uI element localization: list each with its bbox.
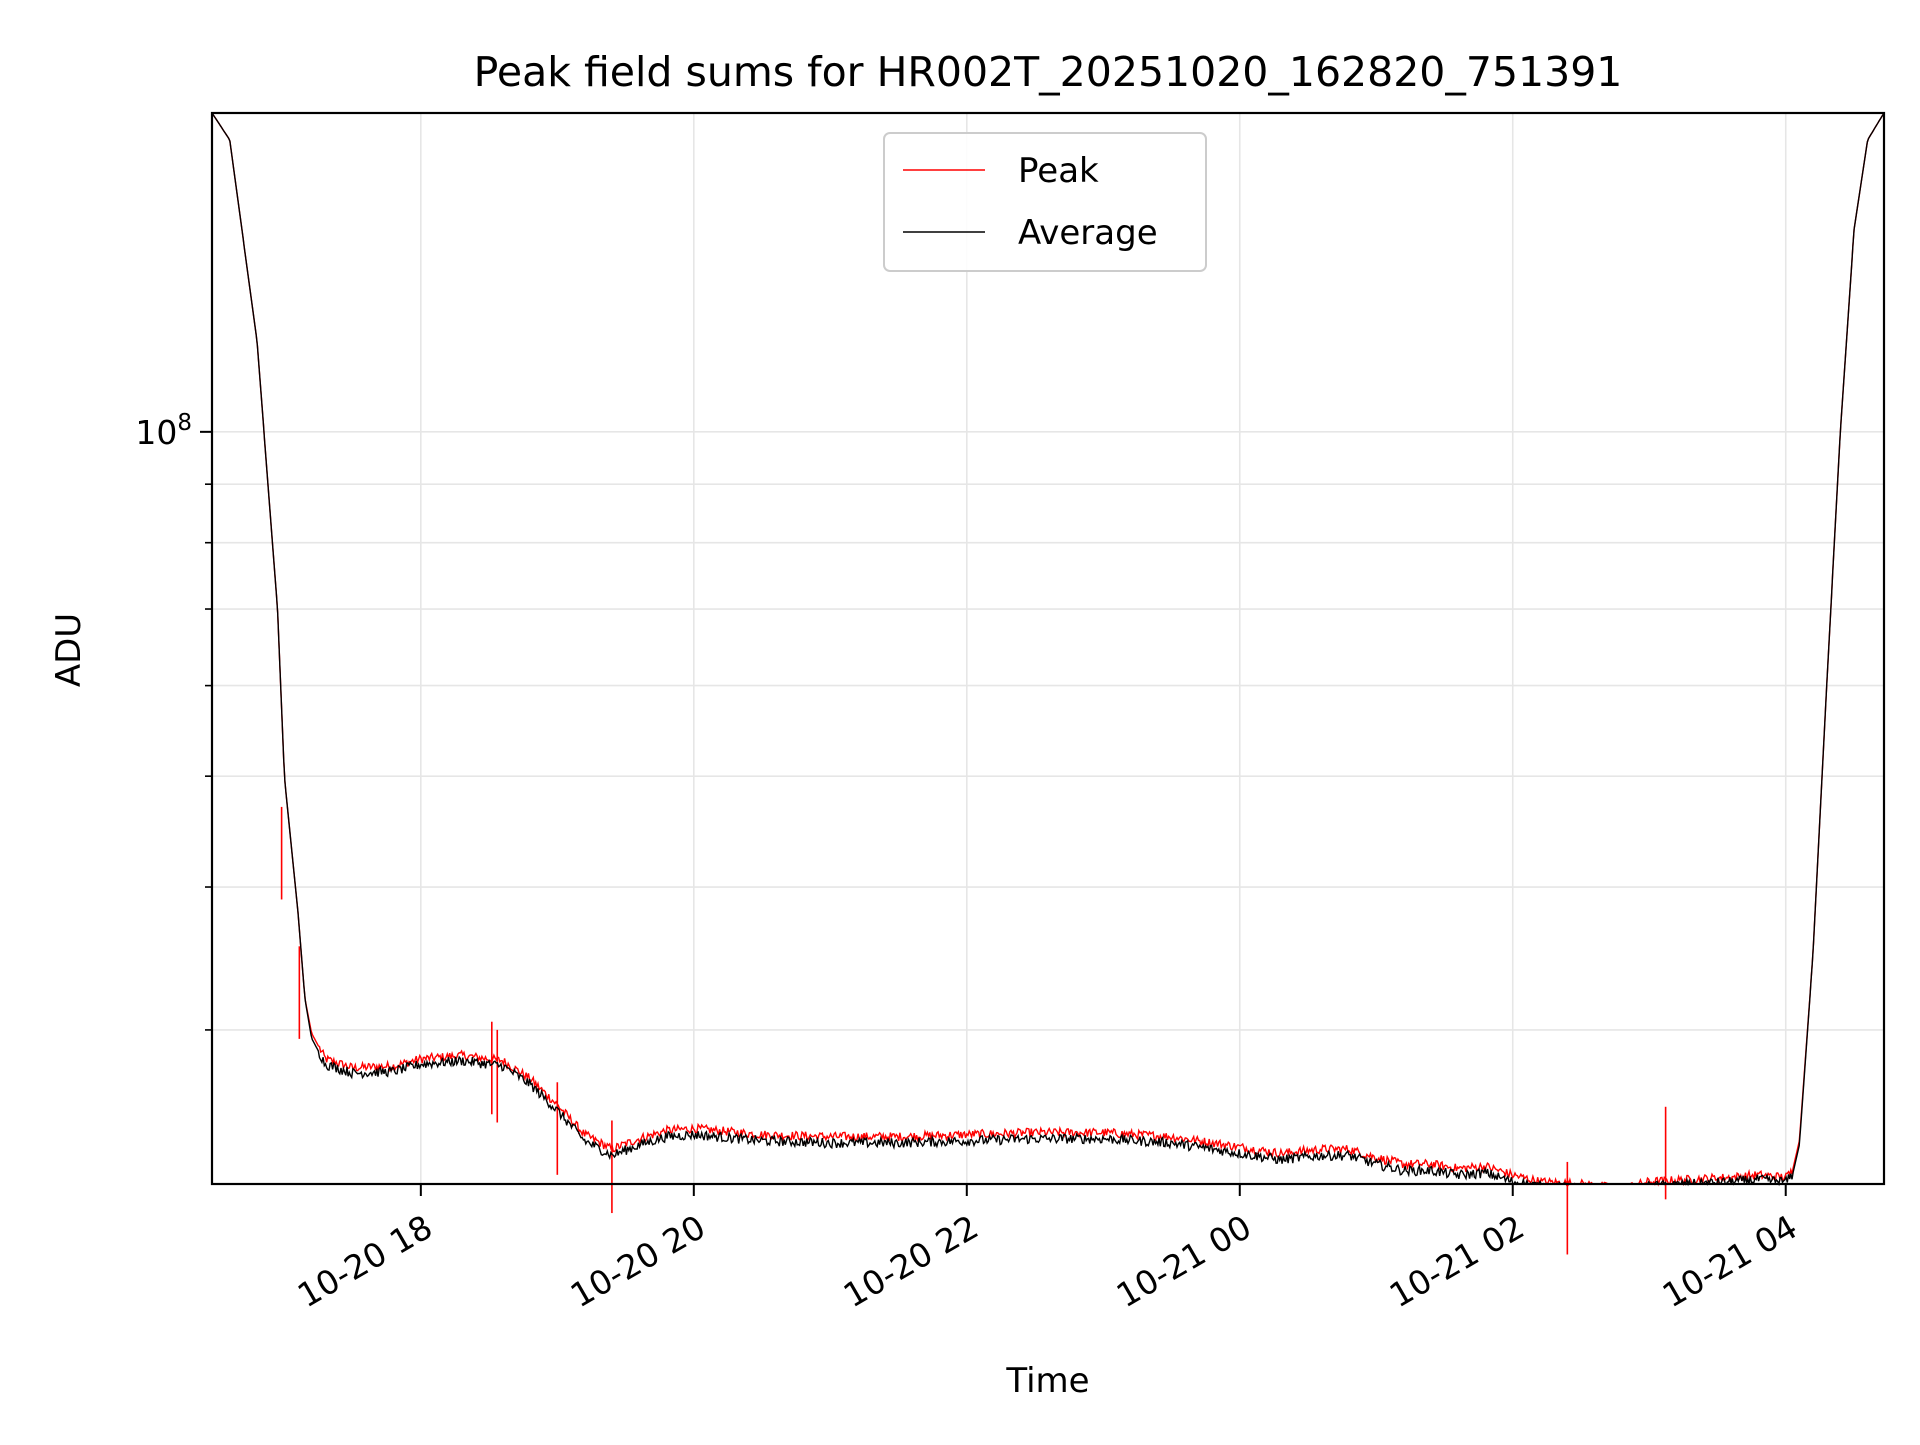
x-axis-label: Time [1005,1361,1089,1401]
y-tick-label: 108 [135,410,192,452]
grid [212,113,1884,1184]
legend-peak-label: Peak [1018,151,1099,191]
series-line-peak [211,112,1885,1187]
legend: Peak Average [883,132,1207,272]
plot-frame [210,111,1886,1186]
y-axis-label: ADU [49,613,89,687]
legend-average-label: Average [1018,213,1158,253]
legend-box [883,132,1207,272]
chart-title: Peak field sums for HR002T_20251020_1628… [474,48,1623,96]
